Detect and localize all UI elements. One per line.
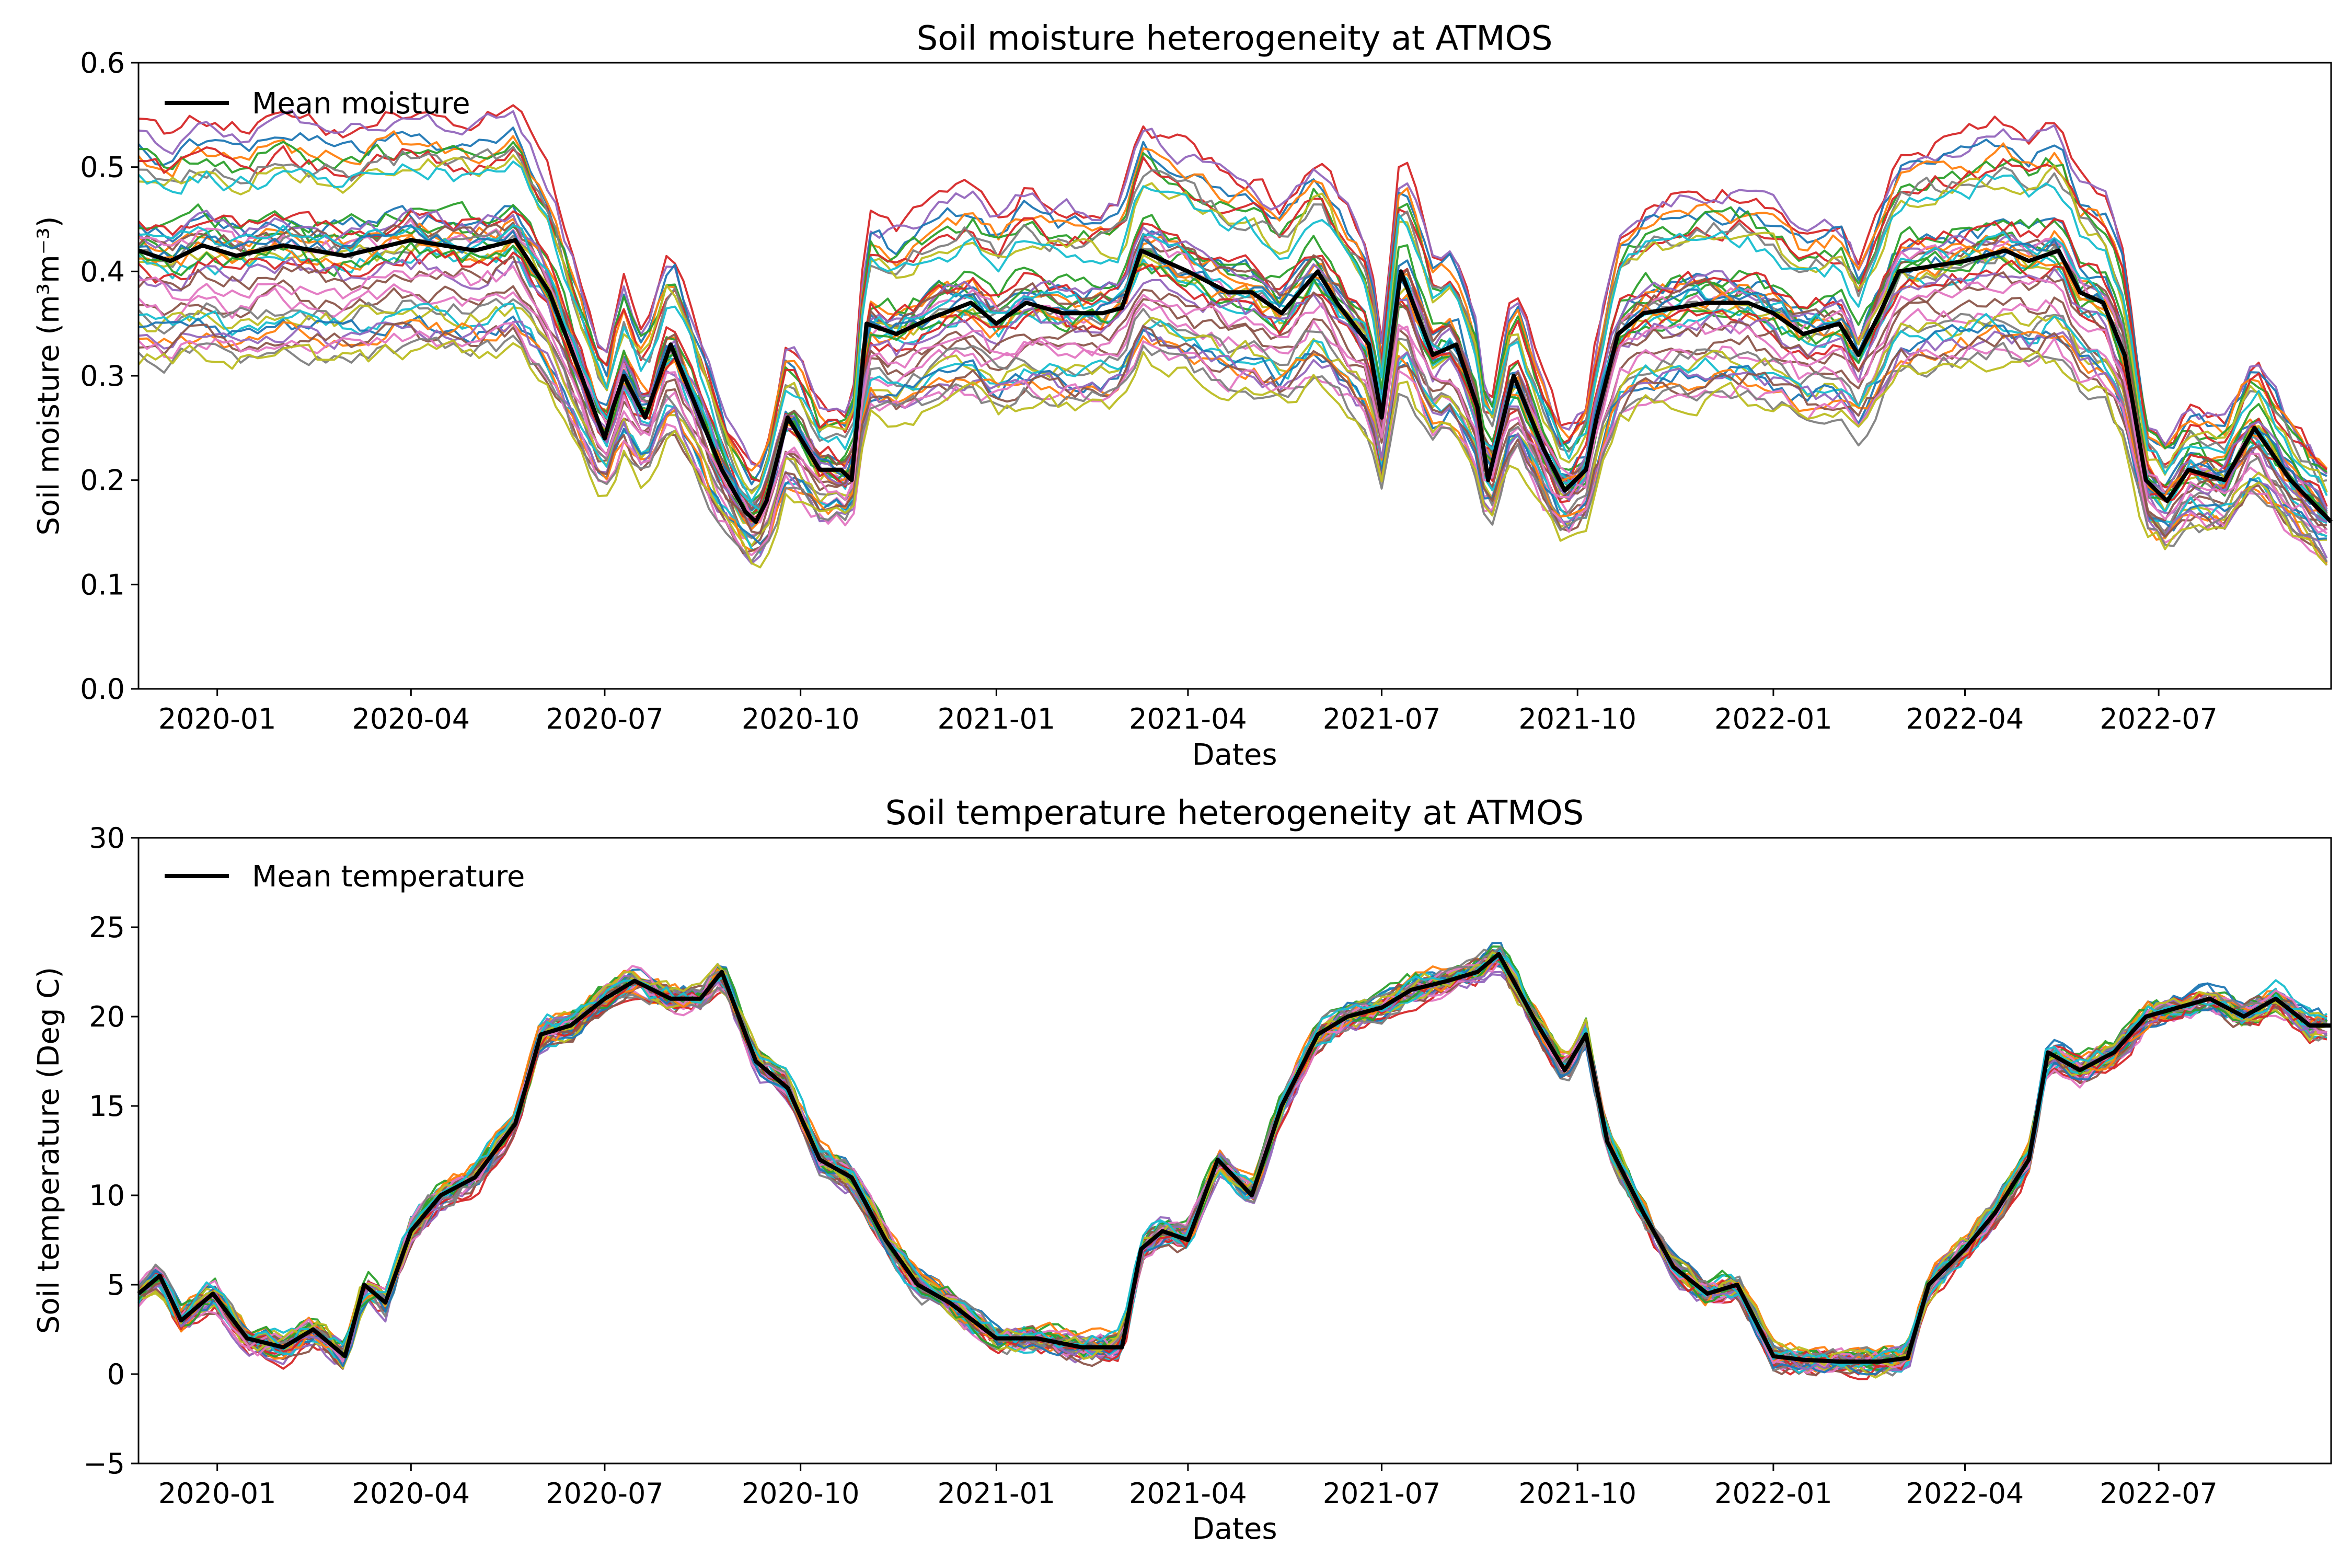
moisture-x-tick-label: 2021-07 xyxy=(1323,702,1441,735)
moisture-x-axis-label: Dates xyxy=(1192,738,1277,772)
moisture-x-tick-label: 2022-01 xyxy=(1714,702,1832,735)
moisture-sensor-line xyxy=(137,241,2328,517)
temperature-x-ticks: 2020-01 2020-04 2020-07 2020-10 2021-01 2021-… xyxy=(158,1463,2218,1510)
moisture-mean-layer xyxy=(137,238,2333,524)
moisture-y-tick-label: 0.6 xyxy=(80,47,125,79)
temperature-x-tick-label: 2022-04 xyxy=(1906,1477,2024,1510)
moisture-sensor-line xyxy=(137,160,2328,503)
temperature-x-tick-label: 2020-07 xyxy=(546,1477,664,1510)
temperature-x-tick-label: 2021-10 xyxy=(1518,1477,1636,1510)
moisture-sensor-line xyxy=(137,130,2328,472)
moisture-x-tick-label: 2020-07 xyxy=(546,702,664,735)
moisture-y-ticks: 0.0 0.1 0.2 0.3 0.4 0.5 0.6 xyxy=(80,47,139,706)
moisture-x-tick-label: 2020-10 xyxy=(742,702,860,735)
moisture-sensor-line xyxy=(138,319,2328,564)
temperature-x-tick-label: 2021-07 xyxy=(1323,1477,1441,1510)
temperature-y-tick-label: 10 xyxy=(89,1179,125,1212)
temperature-y-tick-label: 25 xyxy=(89,911,125,944)
temperature-y-tick-label: 20 xyxy=(89,1000,125,1033)
moisture-sensor-line xyxy=(137,126,2327,486)
moisture-y-tick-label: 0.0 xyxy=(80,673,125,706)
temperature-x-tick-label: 2022-07 xyxy=(2100,1477,2218,1510)
temperature-y-ticks: −5 0 5 10 15 20 25 30 xyxy=(83,822,139,1480)
moisture-sensor-line xyxy=(138,104,2328,475)
moisture-x-tick-label: 2020-01 xyxy=(158,702,276,735)
temperature-x-tick-label: 2020-10 xyxy=(742,1477,860,1510)
moisture-legend: Mean moisture xyxy=(165,87,470,121)
moisture-x-ticks: 2020-01 2020-04 2020-07 2020-10 2021-01 2021-… xyxy=(158,689,2218,735)
moisture-chart-title: Soil moisture heterogeneity at ATMOS xyxy=(917,19,1553,58)
temperature-x-tick-label: 2021-01 xyxy=(938,1477,1056,1510)
moisture-y-tick-label: 0.2 xyxy=(80,464,125,497)
temperature-y-tick-label: 5 xyxy=(107,1269,125,1301)
moisture-mean-line xyxy=(137,238,2333,524)
temperature-mean-line xyxy=(137,952,2331,1364)
moisture-sensor-line xyxy=(138,145,2328,482)
moisture-y-tick-label: 0.4 xyxy=(80,255,125,288)
temperature-mean-layer xyxy=(137,952,2331,1364)
temperature-x-tick-label: 2020-01 xyxy=(158,1477,276,1510)
temperature-x-tick-label: 2021-04 xyxy=(1129,1477,1247,1510)
moisture-x-tick-label: 2022-07 xyxy=(2100,702,2218,735)
moisture-sensor-line xyxy=(138,265,2327,534)
moisture-sensor-line xyxy=(137,205,2328,512)
temperature-y-tick-label: 30 xyxy=(89,822,125,855)
temperature-sensor-line xyxy=(137,951,2328,1367)
temperature-y-tick-label: −5 xyxy=(83,1447,125,1480)
moisture-x-tick-label: 2022-04 xyxy=(1906,702,2024,735)
moisture-sensor-line xyxy=(137,339,2328,569)
temperature-chart-title: Soil temperature heterogeneity at ATMOS xyxy=(885,794,1584,833)
temperature-plot-frame xyxy=(137,837,2332,1465)
moisture-sensor-line xyxy=(137,335,2328,563)
temperature-y-axis-label: Soil temperature (Deg C) xyxy=(32,967,66,1334)
moisture-x-tick-label: 2021-04 xyxy=(1129,702,1247,735)
moisture-legend-label: Mean moisture xyxy=(252,87,470,121)
temperature-y-tick-label: 15 xyxy=(89,1090,125,1123)
temperature-y-tick-label: 0 xyxy=(107,1358,125,1391)
moisture-sensor-line xyxy=(137,218,2328,519)
moisture-sensor-line xyxy=(138,154,2328,494)
moisture-sensor-line xyxy=(138,237,2328,524)
moisture-sensor-line xyxy=(138,201,2328,520)
moisture-y-axis-label: Soil moisture (m³m⁻³) xyxy=(32,216,66,535)
temperature-x-tick-label: 2022-01 xyxy=(1714,1477,1832,1510)
moisture-sensor-line xyxy=(137,283,2328,540)
moisture-x-tick-label: 2020-04 xyxy=(352,702,470,735)
moisture-chart: Soil moisture heterogeneity at ATMOS 0.0… xyxy=(32,19,2333,772)
temperature-x-tick-label: 2020-04 xyxy=(352,1477,470,1510)
temperature-legend: Mean temperature xyxy=(165,860,525,894)
moisture-sensor-line xyxy=(138,109,2328,475)
moisture-sensor-lines xyxy=(137,104,2328,569)
temperature-chart: Soil temperature heterogeneity at ATMOS … xyxy=(32,794,2332,1546)
moisture-x-tick-label: 2021-01 xyxy=(938,702,1056,735)
temperature-x-axis-label: Dates xyxy=(1192,1512,1277,1546)
moisture-sensor-line xyxy=(138,279,2328,547)
moisture-sensor-line xyxy=(137,207,2328,510)
moisture-x-tick-label: 2021-10 xyxy=(1518,702,1636,735)
moisture-sensor-line xyxy=(137,217,2328,514)
temperature-legend-label: Mean temperature xyxy=(252,860,525,894)
moisture-y-tick-label: 0.5 xyxy=(80,151,125,184)
moisture-sensor-line xyxy=(138,320,2328,565)
moisture-sensor-line xyxy=(138,321,2328,563)
moisture-y-tick-label: 0.3 xyxy=(80,360,125,393)
moisture-y-tick-label: 0.1 xyxy=(80,568,125,601)
